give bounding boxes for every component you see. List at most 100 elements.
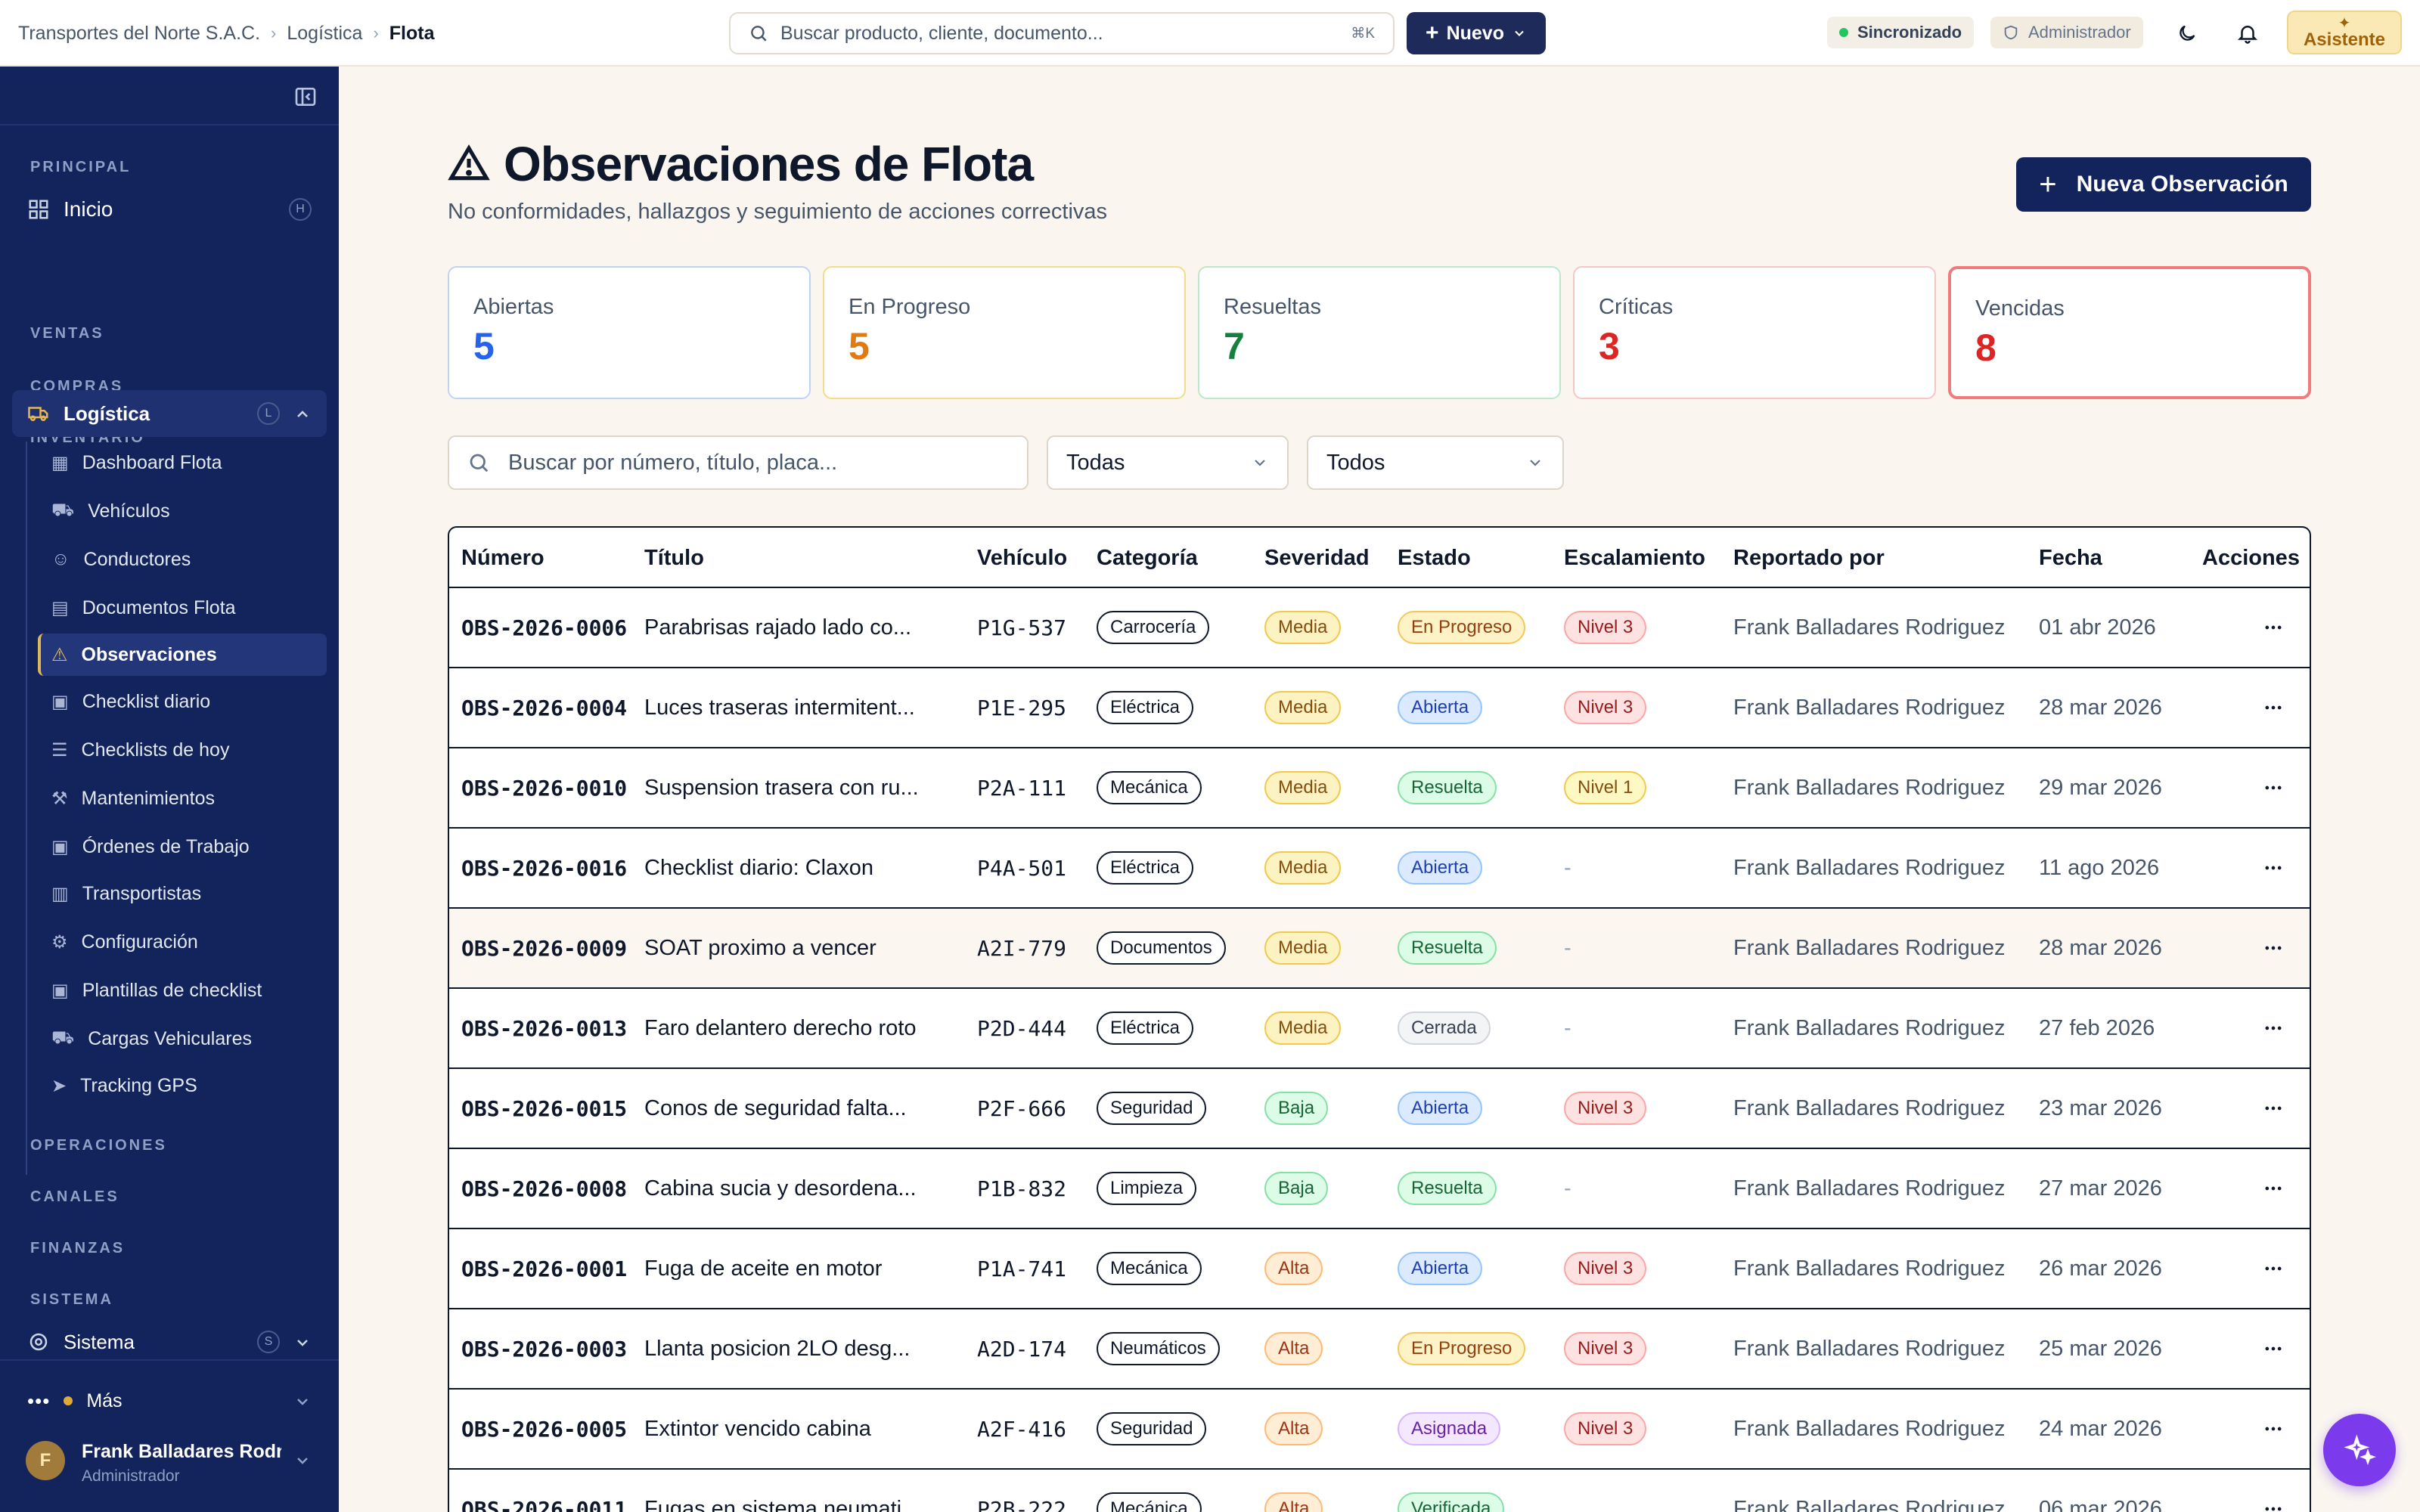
breadcrumb-module[interactable]: Logística [287, 22, 363, 44]
table-row[interactable]: OBS-2026-0008 Cabina sucia y desordena..… [449, 1149, 2310, 1229]
sidebar-subitem-tracking-gps[interactable]: ➤ Tracking GPS [51, 1064, 197, 1107]
table-row[interactable]: OBS-2026-0009 SOAT proximo a vencer A2I-… [449, 909, 2310, 989]
dashboard-icon: ▦ [51, 452, 69, 473]
row-actions-button[interactable] [2260, 854, 2287, 881]
new-observation-button[interactable]: + Nueva Observación [2016, 157, 2311, 212]
row-actions-button[interactable] [2260, 1495, 2287, 1512]
table-row[interactable]: OBS-2026-0016 Checklist diario: Claxon P… [449, 829, 2310, 909]
stat-label: Abiertas [473, 295, 554, 319]
notifications-button[interactable] [2232, 18, 2263, 48]
sidebar-item-inicio[interactable]: Inicio [27, 189, 113, 230]
sidebar-more-button[interactable]: ••• Más [27, 1380, 123, 1421]
table-row[interactable]: OBS-2026-0006 Parabrisas rajado lado co.… [449, 588, 2310, 668]
sidebar-subitem-conductores[interactable]: ☺ Conductores [51, 538, 191, 581]
sidebar-subitem-dashboard-flota[interactable]: ▦ Dashboard Flota [51, 442, 222, 484]
col-vehiculo[interactable]: Vehículo [977, 545, 1068, 570]
sync-status-label: Sincronizado [1857, 23, 1962, 42]
global-search-input[interactable]: Buscar producto, cliente, documento... ⌘… [729, 12, 1395, 54]
cell-numero[interactable]: OBS-2026-0004 [461, 695, 628, 720]
cell-numero[interactable]: OBS-2026-0016 [461, 855, 628, 881]
status-filter-select[interactable]: Todas [1047, 435, 1289, 490]
cell-numero[interactable]: OBS-2026-0003 [461, 1336, 628, 1362]
cell-numero[interactable]: OBS-2026-0011 [461, 1496, 628, 1512]
row-actions-button[interactable] [2260, 1175, 2287, 1202]
section-finanzas[interactable]: FINANZAS [30, 1240, 126, 1256]
cell-fecha: 28 mar 2026 [2039, 695, 2162, 720]
sidebar-item-sistema[interactable]: Sistema [27, 1321, 135, 1362]
breadcrumb-company[interactable]: Transportes del Norte S.A.C. [18, 22, 261, 44]
cell-numero[interactable]: OBS-2026-0008 [461, 1176, 628, 1201]
chevron-down-icon[interactable] [293, 1452, 312, 1470]
sidebar-subitem-cargas-vehiculares[interactable]: ⛟ Cargas Vehiculares [51, 1018, 252, 1060]
col-severidad[interactable]: Severidad [1264, 545, 1370, 570]
table-row[interactable]: OBS-2026-0015 Conos de seguridad falta..… [449, 1069, 2310, 1149]
col-estado[interactable]: Estado [1398, 545, 1471, 570]
sidebar-subitem-configuracion[interactable]: ⚙ Configuración [51, 921, 198, 963]
chevron-down-icon[interactable] [293, 1334, 312, 1352]
chevron-down-icon[interactable] [293, 1393, 312, 1411]
cell-numero[interactable]: OBS-2026-0009 [461, 935, 628, 961]
sidebar-subitem-mantenimientos[interactable]: ⚒ Mantenimientos [51, 777, 215, 820]
table-row[interactable]: OBS-2026-0011 Fugas en sistema neumati..… [449, 1470, 2310, 1512]
stat-card-en-progreso[interactable]: En Progreso 5 [823, 266, 1186, 399]
chevron-up-icon[interactable] [293, 405, 312, 423]
sidebar-subitem-ordenes-trabajo[interactable]: ▣ Órdenes de Trabajo [51, 826, 250, 868]
sidebar-subitem-transportistas[interactable]: ▥ Transportistas [51, 872, 201, 915]
sidebar-subitem-vehiculos[interactable]: ⛟ Vehículos [51, 490, 170, 532]
table-row[interactable]: OBS-2026-0004 Luces traseras intermitent… [449, 668, 2310, 748]
table-row[interactable]: OBS-2026-0005 Extintor vencido cabina A2… [449, 1390, 2310, 1470]
stat-card-resueltas[interactable]: Resueltas 7 [1198, 266, 1561, 399]
section-canales[interactable]: CANALES [30, 1188, 119, 1205]
sidebar-subitem-checklists-hoy[interactable]: ☰ Checklists de hoy [51, 729, 229, 771]
cell-vehiculo: A2F-416 [977, 1416, 1067, 1442]
stat-card-abiertas[interactable]: Abiertas 5 [448, 266, 811, 399]
row-actions-button[interactable] [2260, 694, 2287, 721]
row-actions-button[interactable] [2260, 1415, 2287, 1442]
user-info[interactable]: Frank Balladares Rodri Administrador [82, 1441, 281, 1486]
row-actions-button[interactable] [2260, 774, 2287, 801]
cell-numero[interactable]: OBS-2026-0010 [461, 775, 628, 801]
cell-numero[interactable]: OBS-2026-0001 [461, 1256, 628, 1281]
sidebar-subitem-plantillas[interactable]: ▣ Plantillas de checklist [51, 969, 262, 1012]
ai-assistant-fab[interactable] [2323, 1414, 2396, 1486]
col-escalamiento[interactable]: Escalamiento [1564, 545, 1705, 570]
observation-search-input[interactable]: Buscar por número, título, placa... [448, 435, 1028, 490]
nuevo-button[interactable]: + Nuevo [1407, 12, 1546, 54]
row-actions-button[interactable] [2260, 1095, 2287, 1122]
cell-numero[interactable]: OBS-2026-0006 [461, 615, 628, 640]
cell-numero[interactable]: OBS-2026-0015 [461, 1095, 628, 1121]
col-categoria[interactable]: Categoría [1097, 545, 1198, 570]
avatar[interactable]: F [26, 1441, 65, 1480]
row-actions-button[interactable] [2260, 614, 2287, 641]
severity-filter-select[interactable]: Todos [1307, 435, 1564, 490]
sidebar-collapse-icon[interactable] [293, 85, 318, 109]
theme-toggle-button[interactable] [2172, 18, 2202, 48]
row-actions-button[interactable] [2260, 934, 2287, 962]
section-ventas[interactable]: VENTAS [30, 325, 104, 342]
sidebar-item-logistica[interactable]: Logística [27, 393, 150, 434]
table-row[interactable]: OBS-2026-0001 Fuga de aceite en motor P1… [449, 1229, 2310, 1309]
row-actions-button[interactable] [2260, 1255, 2287, 1282]
col-titulo[interactable]: Título [644, 545, 704, 570]
col-numero[interactable]: Número [461, 545, 544, 570]
subitem-label: Transportistas [82, 882, 202, 904]
file-icon: ▤ [51, 597, 69, 618]
row-actions-button[interactable] [2260, 1015, 2287, 1042]
stat-card-criticas[interactable]: Críticas 3 [1573, 266, 1936, 399]
col-fecha[interactable]: Fecha [2039, 545, 2102, 570]
row-actions-button[interactable] [2260, 1335, 2287, 1362]
section-operaciones[interactable]: OPERACIONES [30, 1137, 167, 1154]
cell-numero[interactable]: OBS-2026-0013 [461, 1015, 628, 1041]
sidebar-subitem-checklist-diario[interactable]: ▣ Checklist diario [51, 680, 210, 723]
more-horizontal-icon [2265, 785, 2282, 790]
stat-card-vencidas[interactable]: Vencidas 8 [1948, 266, 2311, 399]
severity-badge: Media [1264, 851, 1342, 885]
assistant-button[interactable]: ✦ Asistente [2287, 11, 2402, 54]
cell-numero[interactable]: OBS-2026-0005 [461, 1416, 628, 1442]
col-reportado[interactable]: Reportado por [1733, 545, 1885, 570]
table-row[interactable]: OBS-2026-0010 Suspension trasera con ru.… [449, 748, 2310, 829]
sidebar-subitem-documentos-flota[interactable]: ▤ Documentos Flota [51, 587, 236, 629]
sidebar-subitem-observaciones[interactable]: ⚠ Observaciones [38, 634, 327, 676]
table-row[interactable]: OBS-2026-0003 Llanta posicion 2LO desg..… [449, 1309, 2310, 1390]
table-row[interactable]: OBS-2026-0013 Faro delantero derecho rot… [449, 989, 2310, 1069]
